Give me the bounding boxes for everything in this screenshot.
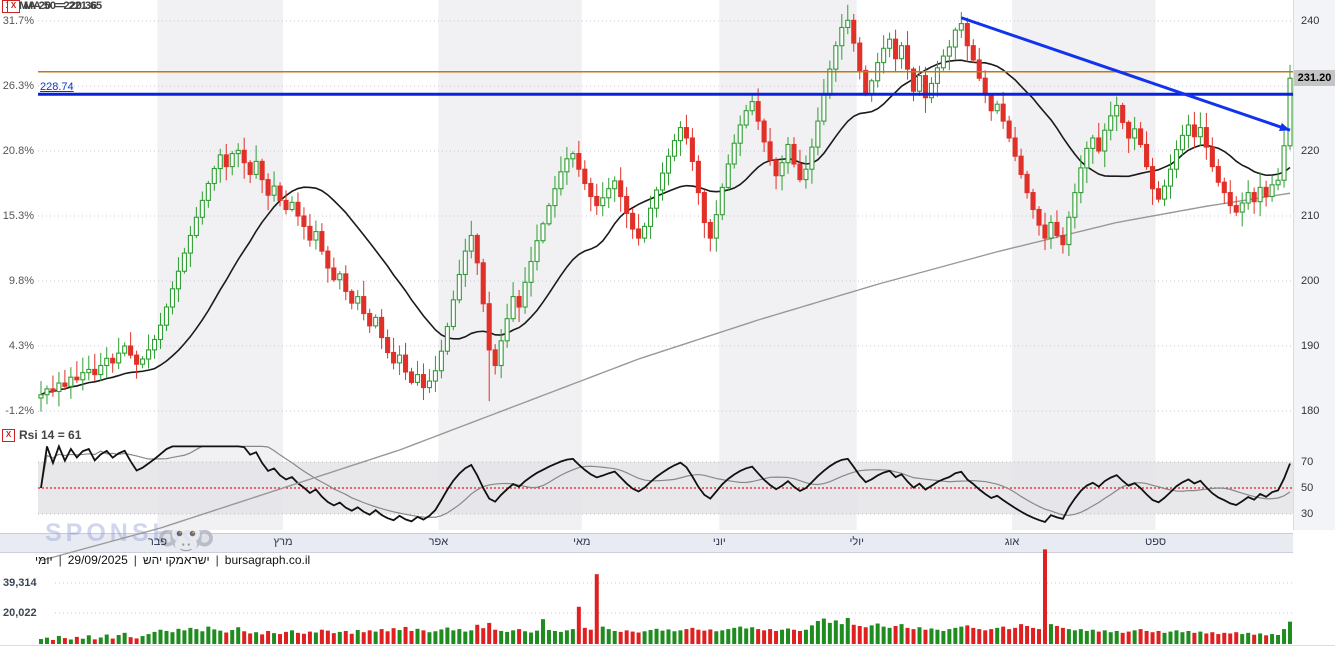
candles [38, 4, 1293, 412]
ma50-legend-label: MA 50 = 221.65 [24, 0, 103, 12]
volume-tick-label: 39,314 [3, 577, 37, 589]
month-bands [157, 0, 1156, 530]
price-tick-label: 220 [1301, 145, 1320, 157]
footer-symbol: ישראמקו יהש [142, 553, 210, 567]
month-label: מאי [573, 536, 591, 548]
ref-line-label: 228.74 [40, 81, 74, 93]
month-label: אפר [428, 536, 449, 548]
percent-tick-label: 9.8% [8, 275, 34, 287]
trend-line [960, 16, 1291, 132]
footer-interval: יומי [35, 553, 53, 567]
close-ma50-button[interactable]: X [7, 0, 20, 13]
price-tick-label: 240 [1301, 15, 1320, 27]
price-tick-label: 180 [1301, 405, 1320, 417]
percent-tick-label: 15.3% [2, 210, 34, 222]
percent-tick-label: 20.8% [2, 145, 34, 157]
close-rsi-button[interactable]: X [2, 428, 15, 442]
last-price-badge: 231.20 [1294, 70, 1335, 86]
month-label: פבר [147, 536, 168, 548]
rsi-legend-label: Rsi 14 = 61 [19, 428, 82, 442]
month-label: יוני [712, 536, 726, 548]
percent-tick-label: 31.7% [2, 15, 34, 27]
month-label: יולי [849, 536, 864, 548]
rsi-tick-label: 70 [1301, 456, 1314, 468]
footer-site-link[interactable]: bursagraph.co.il [224, 553, 311, 567]
moving-averages [40, 59, 1291, 562]
ma20-legend-label: MA 20 = 220.36 [19, 0, 98, 12]
rsi-tick-label: 50 [1301, 482, 1314, 494]
percent-tick-label: -1.2% [5, 405, 34, 417]
right-axis-strip [1293, 0, 1335, 530]
rsi-legend-row: X Rsi 14 = 61 [2, 428, 82, 442]
price-tick-label: 190 [1301, 340, 1320, 352]
ma50-legend-row: X MA 50 = 221.65 [7, 0, 103, 13]
percent-tick-label: 26.3% [2, 80, 34, 92]
month-label: ספט [1145, 536, 1167, 548]
month-label: מרץ [273, 536, 293, 548]
volume-tick-label: 20,022 [3, 606, 37, 619]
footer-date: 29/09/2025 [67, 553, 128, 567]
percent-tick-label: 4.3% [8, 340, 34, 352]
reference-lines [38, 70, 1293, 96]
rsi-tick-label: 30 [1301, 508, 1314, 520]
price-tick-label: 210 [1301, 210, 1320, 222]
gridlines [38, 20, 1293, 614]
price-tick-label: 200 [1301, 275, 1320, 287]
rsi-panel [38, 443, 1293, 524]
month-label: אוג [1004, 536, 1020, 548]
footer-bar: יומי | 29/09/2025 | ישראמקו יהש | bursag… [35, 553, 311, 567]
